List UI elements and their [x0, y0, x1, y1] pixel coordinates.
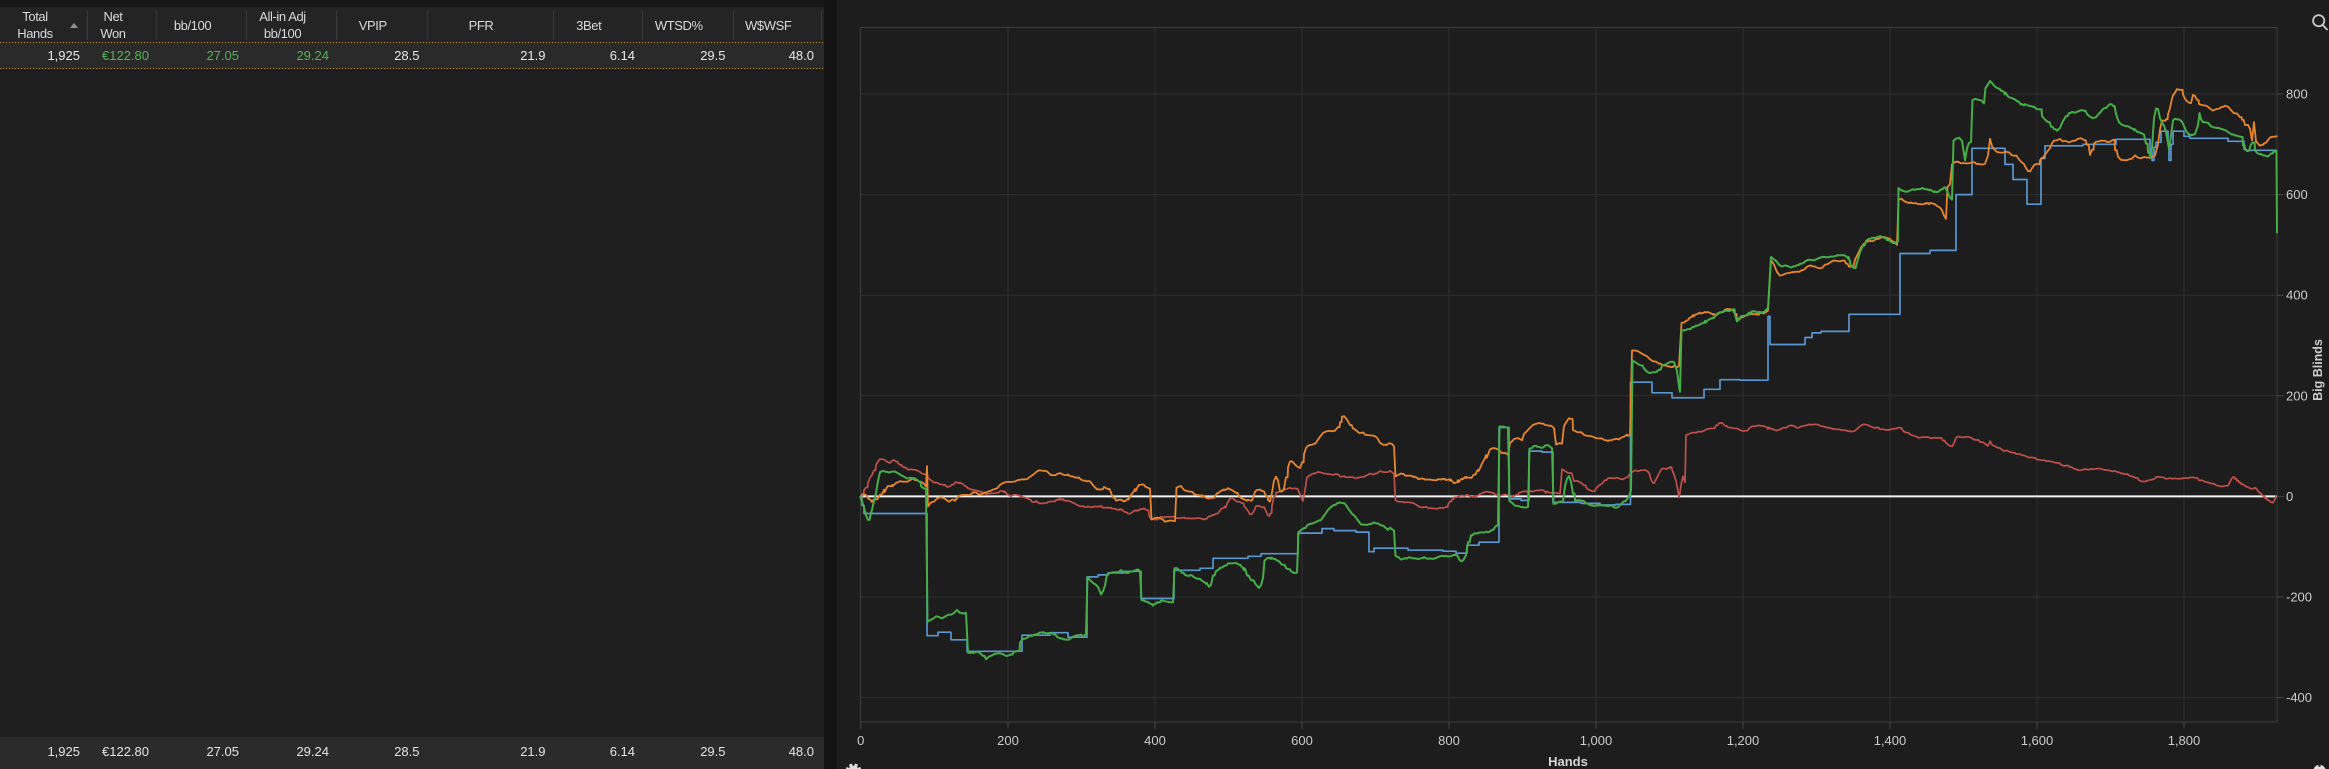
svg-text:400: 400 — [2286, 288, 2308, 303]
svg-text:200: 200 — [2286, 388, 2308, 403]
svg-text:1,400: 1,400 — [1874, 733, 1907, 748]
svg-text:Hands: Hands — [1548, 754, 1588, 769]
svg-text:0: 0 — [2286, 489, 2293, 504]
svg-text:1,800: 1,800 — [2168, 733, 2201, 748]
svg-text:-200: -200 — [2286, 590, 2312, 605]
svg-text:-400: -400 — [2286, 690, 2312, 705]
svg-text:600: 600 — [2286, 187, 2308, 202]
svg-text:600: 600 — [1291, 733, 1313, 748]
svg-text:0: 0 — [857, 733, 864, 748]
svg-text:1,600: 1,600 — [2021, 733, 2054, 748]
svg-text:1,000: 1,000 — [1580, 733, 1613, 748]
svg-text:1,200: 1,200 — [1727, 733, 1760, 748]
svg-text:800: 800 — [2286, 87, 2308, 102]
svg-text:Big Blinds: Big Blinds — [2311, 339, 2325, 401]
svg-text:800: 800 — [1438, 733, 1460, 748]
svg-text:200: 200 — [997, 733, 1019, 748]
svg-text:400: 400 — [1144, 733, 1166, 748]
